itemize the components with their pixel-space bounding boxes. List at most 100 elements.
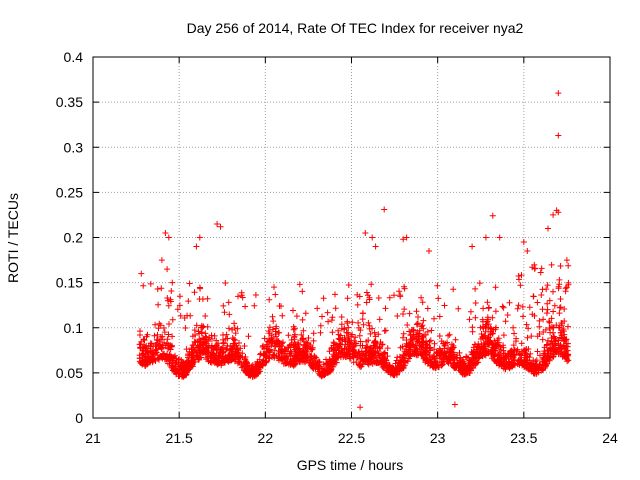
data-point (539, 358, 546, 365)
y-axis-label: ROTI / TECUs (5, 193, 21, 283)
grid (93, 57, 610, 418)
data-point (539, 366, 546, 373)
data-point (204, 350, 210, 357)
data-point (415, 320, 421, 327)
data-point (496, 234, 503, 241)
data-point (299, 352, 306, 359)
data-point (523, 321, 530, 328)
data-point (309, 357, 316, 364)
data-point (424, 328, 431, 335)
data-point (189, 342, 196, 349)
data-point (542, 326, 549, 333)
data-point (241, 355, 248, 362)
data-point (550, 324, 557, 331)
data-point (562, 345, 568, 352)
data-point (561, 306, 568, 312)
data-point (154, 286, 161, 292)
data-point (520, 239, 527, 245)
data-point (558, 332, 565, 339)
data-point (298, 331, 305, 338)
data-point (188, 355, 195, 361)
data-point (472, 354, 479, 361)
data-point (139, 347, 146, 354)
data-point (424, 305, 431, 312)
data-point (347, 353, 354, 360)
y-tick-label: 0.1 (64, 320, 84, 336)
data-point (286, 360, 293, 367)
data-point (469, 357, 476, 364)
data-point (229, 326, 236, 333)
data-point (136, 341, 143, 348)
data-point (245, 333, 252, 340)
data-point (482, 323, 489, 329)
data-point (368, 355, 375, 362)
data-point (534, 299, 541, 306)
data-point (544, 347, 551, 354)
data-point (315, 359, 322, 366)
data-point (307, 345, 314, 352)
data-point (333, 341, 340, 348)
data-point (484, 314, 491, 321)
data-point (310, 337, 317, 344)
data-point (394, 313, 401, 319)
data-point (142, 351, 149, 358)
data-point (356, 361, 363, 368)
data-point (350, 359, 357, 366)
data-point (457, 355, 464, 362)
data-point (209, 350, 216, 356)
data-point (382, 350, 388, 357)
data-point (461, 371, 468, 378)
data-point (563, 257, 570, 264)
data-point (186, 348, 193, 355)
data-point (369, 325, 375, 332)
y-tick-label: 0 (75, 410, 83, 426)
data-point (510, 354, 517, 361)
data-point (518, 272, 525, 279)
data-point (524, 248, 531, 254)
x-axis-label: GPS time / hours (297, 457, 404, 473)
data-points (136, 90, 572, 411)
data-point (373, 360, 380, 367)
data-point (325, 361, 332, 368)
data-point (346, 350, 352, 357)
data-point (228, 351, 235, 358)
data-point (266, 349, 273, 356)
data-point (288, 361, 295, 368)
data-point (154, 352, 161, 359)
data-point (160, 353, 166, 360)
data-point (363, 289, 370, 296)
data-point (337, 354, 344, 361)
data-point (138, 360, 145, 367)
data-point (436, 313, 443, 320)
data-point (431, 340, 438, 347)
data-point (151, 332, 158, 339)
data-point (500, 304, 507, 311)
data-point (220, 339, 227, 346)
data-point (408, 336, 415, 343)
data-point (498, 354, 505, 361)
data-point (404, 342, 411, 349)
data-point (330, 356, 336, 362)
data-point (152, 321, 159, 328)
axis-ticks: 21 21.5 22 22.5 23 23.5 24 0 0.05 0.1 0.15 0.2 0.25 0… (56, 49, 618, 446)
data-point (428, 327, 435, 334)
data-point (524, 334, 531, 341)
data-point (300, 336, 307, 343)
data-point (219, 353, 226, 360)
data-point (469, 328, 476, 335)
data-point (527, 361, 534, 368)
x-tick-label: 23 (430, 430, 446, 446)
data-point (178, 370, 185, 377)
data-point (515, 302, 522, 309)
data-point (165, 341, 172, 348)
y-tick-label: 0.15 (56, 275, 83, 291)
data-point (168, 356, 175, 363)
data-point (485, 324, 492, 331)
data-point (469, 243, 476, 250)
data-point (538, 265, 545, 272)
data-point (396, 367, 403, 374)
data-point (448, 360, 454, 366)
data-point (396, 288, 403, 295)
data-point (232, 330, 239, 337)
data-point (216, 360, 223, 367)
